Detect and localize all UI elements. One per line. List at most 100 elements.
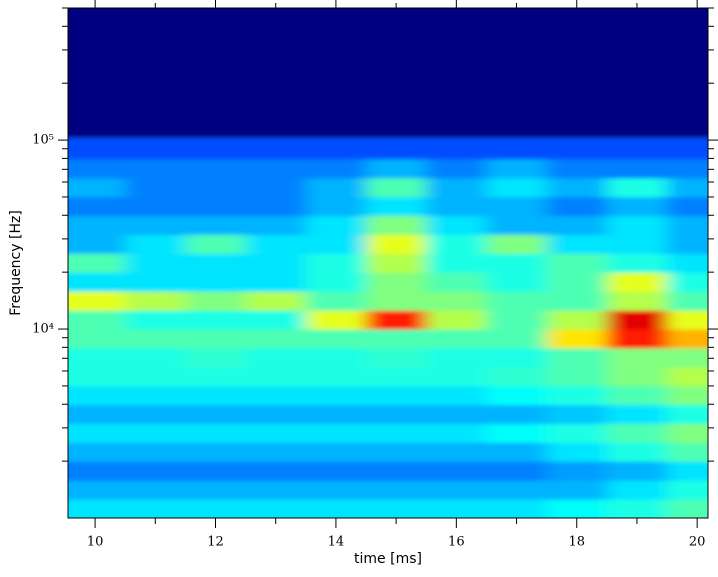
- heatmap-cell: [546, 461, 608, 481]
- heatmap-cell: [125, 215, 186, 236]
- heatmap-cell: [305, 385, 367, 406]
- heatmap-cell: [366, 177, 427, 198]
- heatmap-cell: [667, 366, 708, 387]
- heatmap-cell: [546, 442, 608, 462]
- heatmap-cell: [68, 215, 126, 236]
- heatmap-cell: [305, 8, 367, 138]
- heatmap-cell: [366, 499, 427, 518]
- heatmap-cell: [546, 423, 608, 443]
- heatmap-cell: [185, 8, 247, 138]
- heatmap-cell: [606, 461, 668, 481]
- heatmap-cell: [606, 158, 668, 179]
- x-tick-label: 14: [328, 535, 345, 550]
- heatmap-cell: [667, 234, 708, 254]
- heatmap-cell: [305, 310, 367, 330]
- heatmap-cell: [366, 310, 427, 330]
- heatmap-cell: [486, 272, 548, 292]
- heatmap-cell: [546, 291, 608, 311]
- heatmap-cell: [426, 347, 487, 368]
- heatmap-cell: [68, 499, 126, 518]
- heatmap-cell: [185, 196, 247, 217]
- heatmap-cell: [305, 253, 367, 273]
- heatmap-cell: [245, 366, 307, 387]
- heatmap-cell: [486, 423, 548, 443]
- heatmap-cell: [426, 404, 487, 424]
- heatmap-cell: [125, 158, 186, 179]
- heatmap-cell: [426, 253, 487, 273]
- heatmap-cell: [667, 137, 708, 160]
- heatmap-cell: [606, 272, 668, 292]
- heatmap-cell: [426, 385, 487, 406]
- heatmap-cell: [305, 480, 367, 500]
- heatmap-cell: [245, 329, 307, 349]
- heatmap-cell: [245, 272, 307, 292]
- heatmap-cell: [305, 404, 367, 424]
- heatmap-cell: [68, 253, 126, 273]
- heatmap-cell: [486, 177, 548, 198]
- heatmap-cell: [68, 423, 126, 443]
- heatmap-cell: [305, 272, 367, 292]
- heatmap-cell: [366, 442, 427, 462]
- heatmap-cell: [366, 196, 427, 217]
- heatmap-cell: [245, 215, 307, 236]
- heatmap-cell: [125, 196, 186, 217]
- heatmap-cell: [606, 347, 668, 368]
- heatmap-cell: [426, 196, 487, 217]
- heatmap-cell: [305, 366, 367, 387]
- heatmap-cell: [606, 310, 668, 330]
- heatmap-cell: [185, 442, 247, 462]
- heatmap-cell: [125, 253, 186, 273]
- heatmap-cell: [366, 158, 427, 179]
- heatmap-cell: [667, 291, 708, 311]
- heatmap-cell: [245, 385, 307, 406]
- heatmap-cell: [667, 8, 708, 138]
- heatmap-cell: [606, 385, 668, 406]
- heatmap-cell: [667, 499, 708, 518]
- heatmap-cell: [606, 480, 668, 500]
- heatmap-cell: [486, 291, 548, 311]
- heatmap-cell: [245, 442, 307, 462]
- heatmap-cell: [546, 177, 608, 198]
- y-tick-label: 10⁴: [32, 322, 54, 337]
- heatmap-cell: [185, 480, 247, 500]
- heatmap-cell: [68, 234, 126, 254]
- heatmap-cell: [305, 423, 367, 443]
- heatmap-cell: [305, 215, 367, 236]
- heatmap-cell: [245, 8, 307, 138]
- heatmap-cell: [185, 385, 247, 406]
- heatmap-cell: [606, 329, 668, 349]
- heatmap-cell: [546, 158, 608, 179]
- heatmap-cell: [546, 329, 608, 349]
- heatmap-cell: [667, 215, 708, 236]
- heatmap-cell: [426, 461, 487, 481]
- heatmap-cell: [245, 253, 307, 273]
- heatmap-cell: [667, 423, 708, 443]
- heatmap-cell: [366, 423, 427, 443]
- heatmap-cell: [185, 404, 247, 424]
- heatmap-cell: [125, 234, 186, 254]
- heatmap-cell: [546, 385, 608, 406]
- heatmap-cell: [68, 196, 126, 217]
- heatmap-cell: [486, 461, 548, 481]
- heatmap-cell: [546, 234, 608, 254]
- y-axis-label: Frequency [Hz]: [8, 210, 24, 316]
- heatmap-cell: [305, 196, 367, 217]
- heatmap-cell: [486, 158, 548, 179]
- heatmap-cell: [305, 158, 367, 179]
- heatmap-cell: [667, 272, 708, 292]
- heatmap-cell: [486, 234, 548, 254]
- heatmap-cell: [125, 329, 186, 349]
- heatmap-cell: [245, 423, 307, 443]
- heatmap-cell: [546, 196, 608, 217]
- heatmap-cell: [305, 329, 367, 349]
- heatmap-cell: [245, 137, 307, 160]
- heatmap-cell: [245, 461, 307, 481]
- heatmap-cell: [486, 253, 548, 273]
- heatmap-cell: [125, 347, 186, 368]
- heatmap-cell: [486, 196, 548, 217]
- heatmap-cell: [185, 499, 247, 518]
- x-axis-label: time [ms]: [354, 551, 422, 567]
- heatmap-cell: [68, 291, 126, 311]
